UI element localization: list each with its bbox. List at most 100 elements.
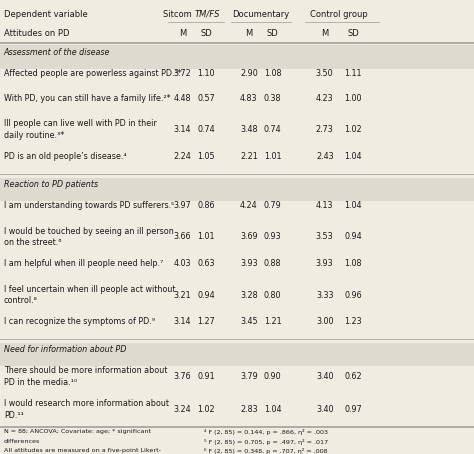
Text: 0.57: 0.57	[197, 94, 215, 103]
Text: I can recognize the symptoms of PD.⁹: I can recognize the symptoms of PD.⁹	[4, 317, 155, 326]
Text: 3.40: 3.40	[316, 372, 333, 381]
Text: 3.93: 3.93	[316, 259, 334, 268]
Text: I am understanding towards PD sufferers.⁵: I am understanding towards PD sufferers.…	[4, 201, 174, 210]
Text: Dependent variable: Dependent variable	[4, 10, 88, 19]
Text: daily routine.³*: daily routine.³*	[4, 131, 64, 140]
Text: 4.83: 4.83	[240, 94, 257, 103]
Text: 1.05: 1.05	[197, 152, 215, 161]
Text: 4.03: 4.03	[174, 259, 191, 268]
Text: Documentary: Documentary	[232, 10, 289, 19]
Text: 3.72: 3.72	[173, 69, 191, 78]
Text: 1.10: 1.10	[198, 69, 215, 78]
Text: 1.00: 1.00	[345, 94, 362, 103]
Text: Control group: Control group	[310, 10, 368, 19]
Text: 2.24: 2.24	[173, 152, 191, 161]
Text: TM/FS: TM/FS	[194, 10, 220, 19]
Text: SD: SD	[267, 29, 278, 38]
Text: PD.¹¹: PD.¹¹	[4, 411, 24, 420]
Text: 1.01: 1.01	[264, 152, 281, 161]
Bar	[0, 45, 474, 69]
Text: 0.62: 0.62	[344, 372, 362, 381]
Text: 3.45: 3.45	[240, 317, 258, 326]
Text: 3.53: 3.53	[316, 232, 334, 242]
Text: 3.93: 3.93	[240, 259, 258, 268]
Text: 3.24: 3.24	[173, 405, 191, 414]
Text: 3.66: 3.66	[174, 232, 191, 242]
Text: M: M	[321, 29, 328, 38]
Text: SD: SD	[347, 29, 359, 38]
Text: 0.38: 0.38	[264, 94, 281, 103]
Text: I feel uncertain when ill people act without: I feel uncertain when ill people act wit…	[4, 285, 175, 294]
Text: 1.04: 1.04	[345, 201, 362, 210]
Text: 1.02: 1.02	[344, 125, 362, 134]
Text: Attitudes on PD: Attitudes on PD	[4, 29, 69, 38]
Text: M: M	[245, 29, 253, 38]
Text: 1.01: 1.01	[198, 232, 215, 242]
Text: 0.74: 0.74	[264, 125, 282, 134]
Text: control.⁸: control.⁸	[4, 296, 37, 306]
Text: 0.80: 0.80	[264, 291, 281, 300]
Text: 3.97: 3.97	[173, 201, 191, 210]
Text: 0.97: 0.97	[344, 405, 362, 414]
Text: There should be more information about: There should be more information about	[4, 366, 167, 375]
Text: 3.79: 3.79	[240, 372, 258, 381]
Text: 1.08: 1.08	[345, 259, 362, 268]
Text: Reaction to PD patients: Reaction to PD patients	[4, 180, 98, 189]
Text: 4.23: 4.23	[316, 94, 334, 103]
Text: differences: differences	[4, 439, 40, 444]
Text: 3.50: 3.50	[316, 69, 334, 78]
Text: 0.90: 0.90	[264, 372, 282, 381]
Text: 2.90: 2.90	[240, 69, 258, 78]
Text: I am helpful when ill people need help.⁷: I am helpful when ill people need help.⁷	[4, 259, 163, 268]
Text: 1.04: 1.04	[264, 405, 281, 414]
Text: 2.73: 2.73	[316, 125, 334, 134]
Text: I would research more information about: I would research more information about	[4, 399, 169, 408]
Text: 1.21: 1.21	[264, 317, 282, 326]
Text: M: M	[179, 29, 186, 38]
Text: 0.91: 0.91	[197, 372, 215, 381]
Text: 3.33: 3.33	[316, 291, 333, 300]
Text: 3.28: 3.28	[240, 291, 258, 300]
Text: 0.88: 0.88	[264, 259, 281, 268]
Text: Assessment of the disease: Assessment of the disease	[4, 48, 110, 57]
Text: 4.24: 4.24	[240, 201, 258, 210]
Text: 3.14: 3.14	[174, 317, 191, 326]
Text: With PD, you can still have a family life.²*: With PD, you can still have a family lif…	[4, 94, 171, 103]
Text: 3.40: 3.40	[316, 405, 333, 414]
Text: 0.79: 0.79	[264, 201, 282, 210]
Bar	[0, 343, 474, 366]
Bar	[0, 178, 474, 201]
Text: 3.76: 3.76	[173, 372, 191, 381]
Text: Need for information about PD: Need for information about PD	[4, 345, 126, 355]
Text: 4.13: 4.13	[316, 201, 333, 210]
Text: 2.43: 2.43	[316, 152, 334, 161]
Text: Affected people are powerless against PD.¹*: Affected people are powerless against PD…	[4, 69, 182, 78]
Text: 1.04: 1.04	[345, 152, 362, 161]
Text: SD: SD	[201, 29, 212, 38]
Text: 1.02: 1.02	[197, 405, 215, 414]
Text: 0.63: 0.63	[198, 259, 215, 268]
Text: 2.21: 2.21	[240, 152, 258, 161]
Text: 3.14: 3.14	[174, 125, 191, 134]
Text: 0.94: 0.94	[197, 291, 215, 300]
Text: 1.23: 1.23	[344, 317, 362, 326]
Text: 0.94: 0.94	[344, 232, 362, 242]
Text: 3.69: 3.69	[240, 232, 258, 242]
Text: All attitudes are measured on a five-point Likert-: All attitudes are measured on a five-poi…	[4, 448, 161, 453]
Text: 3.48: 3.48	[240, 125, 257, 134]
Text: 3.00: 3.00	[316, 317, 333, 326]
Text: 3.21: 3.21	[173, 291, 191, 300]
Text: N = 88; ANCOVA; Covariate: age; * significant: N = 88; ANCOVA; Covariate: age; * signif…	[4, 429, 151, 434]
Text: on the street.⁶: on the street.⁶	[4, 238, 61, 247]
Text: 1.11: 1.11	[345, 69, 362, 78]
Text: Sitcom: Sitcom	[163, 10, 194, 19]
Text: I would be touched by seeing an ill person: I would be touched by seeing an ill pers…	[4, 227, 173, 236]
Text: 0.96: 0.96	[344, 291, 362, 300]
Text: 0.93: 0.93	[264, 232, 282, 242]
Text: ⁴ F (2, 85) = 0.144, p = .866, η² = .003: ⁴ F (2, 85) = 0.144, p = .866, η² = .003	[204, 429, 328, 435]
Text: 1.27: 1.27	[197, 317, 215, 326]
Text: Ill people can live well with PD in their: Ill people can live well with PD in thei…	[4, 119, 156, 128]
Text: PD is an old people’s disease.⁴: PD is an old people’s disease.⁴	[4, 152, 127, 161]
Text: 2.83: 2.83	[240, 405, 258, 414]
Text: 0.86: 0.86	[198, 201, 215, 210]
